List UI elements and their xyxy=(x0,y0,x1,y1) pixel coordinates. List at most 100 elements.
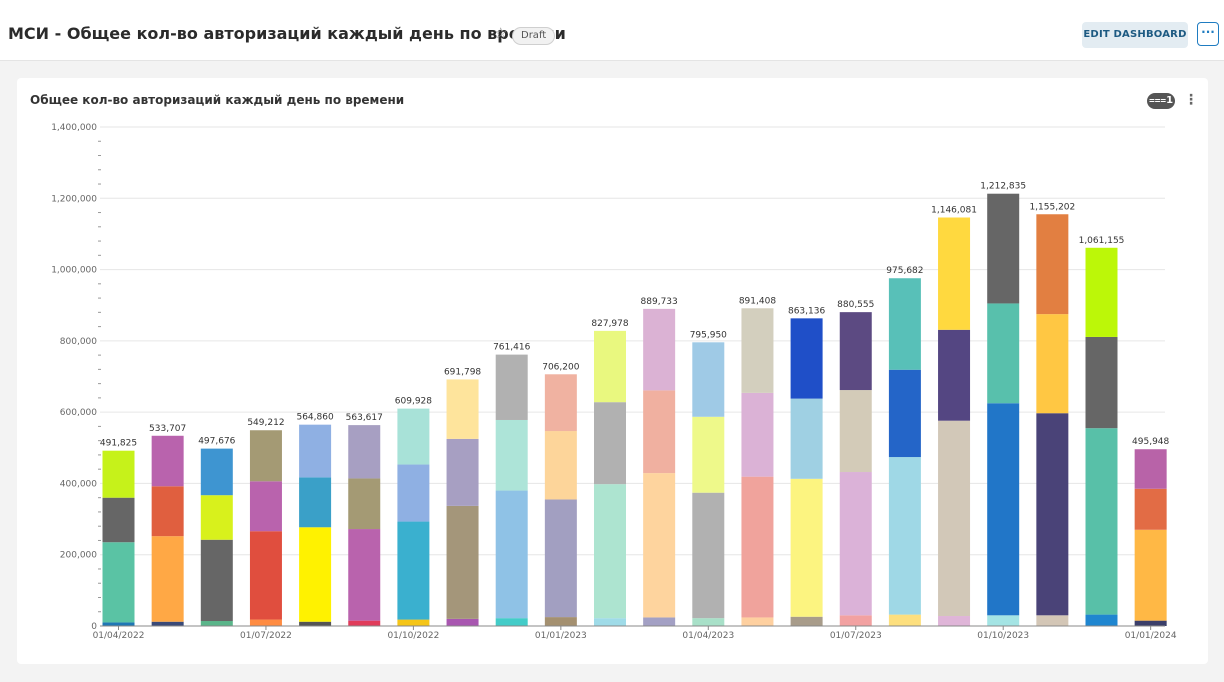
bar-segment xyxy=(1036,615,1069,626)
bar-segment xyxy=(446,438,479,506)
bar-segment xyxy=(299,621,332,626)
bar-segment xyxy=(938,217,971,330)
bar-segment xyxy=(938,420,971,617)
bar-segment xyxy=(1085,247,1118,337)
bar-total-label: 1,155,202 xyxy=(1029,202,1075,212)
bar-segment xyxy=(544,431,577,500)
bar-segment xyxy=(249,531,282,620)
bar-segment xyxy=(594,402,626,485)
favorite-star-icon[interactable]: ☆ xyxy=(494,24,508,42)
bar-segment xyxy=(888,457,921,615)
bar-total-label: 563,617 xyxy=(346,413,383,423)
bar-total-label: 1,061,155 xyxy=(1079,236,1125,246)
bar-segment xyxy=(1036,314,1069,414)
bar-total-label: 609,928 xyxy=(395,397,432,407)
bar-segment xyxy=(544,374,577,432)
bar-total-label: 880,555 xyxy=(837,300,874,310)
bar-segment xyxy=(938,616,971,626)
bar-segment xyxy=(839,312,872,391)
bar-total-label: 863,136 xyxy=(788,306,825,316)
bar-segment xyxy=(987,615,1020,626)
bar-segment xyxy=(888,369,921,458)
bar-segment xyxy=(102,450,135,498)
bar-segment xyxy=(938,329,971,421)
bar-total-label: 491,825 xyxy=(100,439,137,449)
x-tick-label: 01/04/2022 xyxy=(93,631,145,641)
x-tick-label: 01/10/2023 xyxy=(977,631,1029,641)
bar-segment xyxy=(200,495,233,540)
bar-segment xyxy=(987,303,1020,404)
bar-segment xyxy=(544,499,577,618)
y-tick-label: 600,000 xyxy=(60,408,97,418)
bar-segment xyxy=(446,505,479,619)
x-tick-label: 01/10/2022 xyxy=(387,631,439,641)
y-tick-label: 800,000 xyxy=(60,337,97,347)
bar-segment xyxy=(1036,413,1069,616)
bar-segment xyxy=(839,390,872,473)
more-options-button[interactable]: ··· xyxy=(1197,22,1219,46)
bar-total-label: 497,676 xyxy=(198,437,235,447)
bar-total-label: 891,408 xyxy=(739,296,776,306)
bar-total-label: 761,416 xyxy=(493,343,530,353)
bar-segment xyxy=(692,492,725,619)
draft-badge[interactable]: Draft xyxy=(512,27,556,45)
bar-segment xyxy=(1085,428,1118,615)
bar-segment xyxy=(692,416,725,493)
bar-segment xyxy=(348,425,381,479)
bar-total-label: 495,948 xyxy=(1132,437,1169,447)
y-tick-label: 400,000 xyxy=(60,479,97,489)
bar-segment xyxy=(987,193,1020,304)
y-tick-label: 1,200,000 xyxy=(51,194,97,204)
bar-segment xyxy=(741,308,774,393)
x-tick-label: 01/07/2022 xyxy=(240,631,292,641)
bar-segment xyxy=(495,618,528,626)
bar-segment xyxy=(987,403,1020,616)
bar-total-label: 795,950 xyxy=(690,330,727,340)
bar-segment xyxy=(741,476,774,618)
bar-total-label: 889,733 xyxy=(641,297,678,307)
bar-segment xyxy=(151,536,184,622)
bar-segment xyxy=(1134,620,1167,626)
y-tick-label: 1,000,000 xyxy=(51,266,97,276)
bar-segment xyxy=(348,620,381,626)
bar-segment xyxy=(397,464,430,522)
bar-segment xyxy=(790,616,823,626)
bar-segment xyxy=(249,430,282,482)
x-tick-label: 01/07/2023 xyxy=(830,631,882,641)
bar-segment xyxy=(643,390,676,474)
bar-segment xyxy=(495,354,528,420)
bar-segment xyxy=(102,542,135,623)
bar-segment xyxy=(790,478,823,617)
bar-segment xyxy=(249,481,282,532)
bar-segment xyxy=(888,614,921,626)
bar-total-label: 1,146,081 xyxy=(931,206,977,216)
bar-segment xyxy=(348,529,381,621)
bar-segment xyxy=(397,521,430,620)
edit-dashboard-button[interactable]: EDIT DASHBOARD xyxy=(1082,22,1188,48)
bar-segment xyxy=(1134,488,1167,530)
bar-total-label: 975,682 xyxy=(886,266,923,276)
bar-segment xyxy=(1085,336,1118,429)
bar-segment xyxy=(151,486,184,537)
filter-icon: ⩶ xyxy=(1148,95,1167,106)
bar-segment xyxy=(200,621,233,626)
bar-segment xyxy=(1134,449,1167,489)
x-tick-label: 01/04/2023 xyxy=(682,631,734,641)
bar-segment xyxy=(151,435,184,487)
bar-total-label: 533,707 xyxy=(149,424,186,434)
filter-indicator[interactable]: ⩶1 xyxy=(1147,93,1175,109)
bar-segment xyxy=(643,473,676,618)
bar-segment xyxy=(102,622,135,626)
bar-segment xyxy=(200,448,233,496)
bar-segment xyxy=(741,617,774,626)
bar-segment xyxy=(643,308,676,391)
bar-segment xyxy=(594,330,626,403)
bar-segment xyxy=(839,615,872,626)
bar-segment xyxy=(495,419,528,491)
x-tick-label: 01/01/2023 xyxy=(535,631,587,641)
bar-segment xyxy=(594,618,626,626)
bar-segment xyxy=(397,408,430,465)
filter-count: 1 xyxy=(1166,95,1174,106)
bar-segment xyxy=(692,618,725,626)
bar-segment xyxy=(888,278,921,370)
